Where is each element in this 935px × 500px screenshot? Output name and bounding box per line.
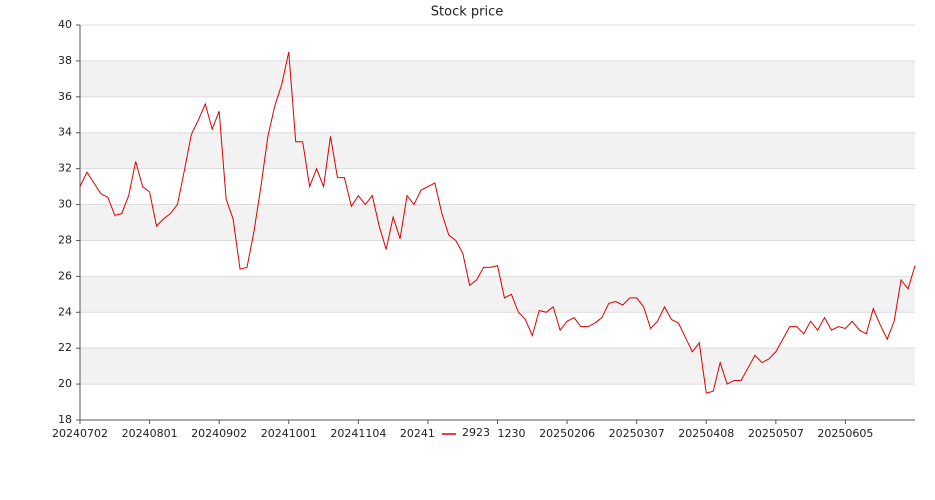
y-tick-label: 22 — [58, 341, 72, 354]
line-series — [79, 51, 916, 394]
x-tick-label: 20250605 — [817, 427, 873, 440]
grid-band — [80, 204, 915, 241]
y-tick-label: 20 — [58, 377, 72, 390]
legend: 2923 — [436, 424, 498, 444]
y-tick-label: 32 — [58, 162, 72, 175]
grid-band — [80, 348, 915, 385]
legend-box — [436, 424, 498, 444]
y-tick-label: 28 — [58, 233, 72, 246]
grid-band — [80, 276, 915, 313]
x-tick-label: 20241104 — [330, 427, 386, 440]
x-tick-label: 20250307 — [609, 427, 665, 440]
x-tick-label: 20241001 — [261, 427, 317, 440]
y-tick-label: 38 — [58, 54, 72, 67]
y-tick-label: 30 — [58, 198, 72, 211]
x-tick-label: 20240902 — [191, 427, 247, 440]
x-tick-label: 20250507 — [748, 427, 804, 440]
grid-band — [80, 132, 915, 169]
y-tick-label: 24 — [58, 305, 72, 318]
y-tick-label: 18 — [58, 413, 72, 426]
y-tick-label: 40 — [58, 18, 72, 31]
x-tick-label: 20240801 — [122, 427, 178, 440]
y-tick-label: 34 — [58, 126, 72, 139]
y-tick-label: 26 — [58, 269, 72, 282]
x-tick-label: 20250408 — [678, 427, 734, 440]
chart-title: Stock price — [431, 5, 503, 20]
x-tick-label: 20250206 — [539, 427, 595, 440]
y-tick-label: 36 — [58, 90, 72, 103]
x-tick-label: 20240702 — [52, 427, 108, 440]
legend-label: 2923 — [462, 426, 490, 439]
grid-band — [80, 60, 915, 97]
